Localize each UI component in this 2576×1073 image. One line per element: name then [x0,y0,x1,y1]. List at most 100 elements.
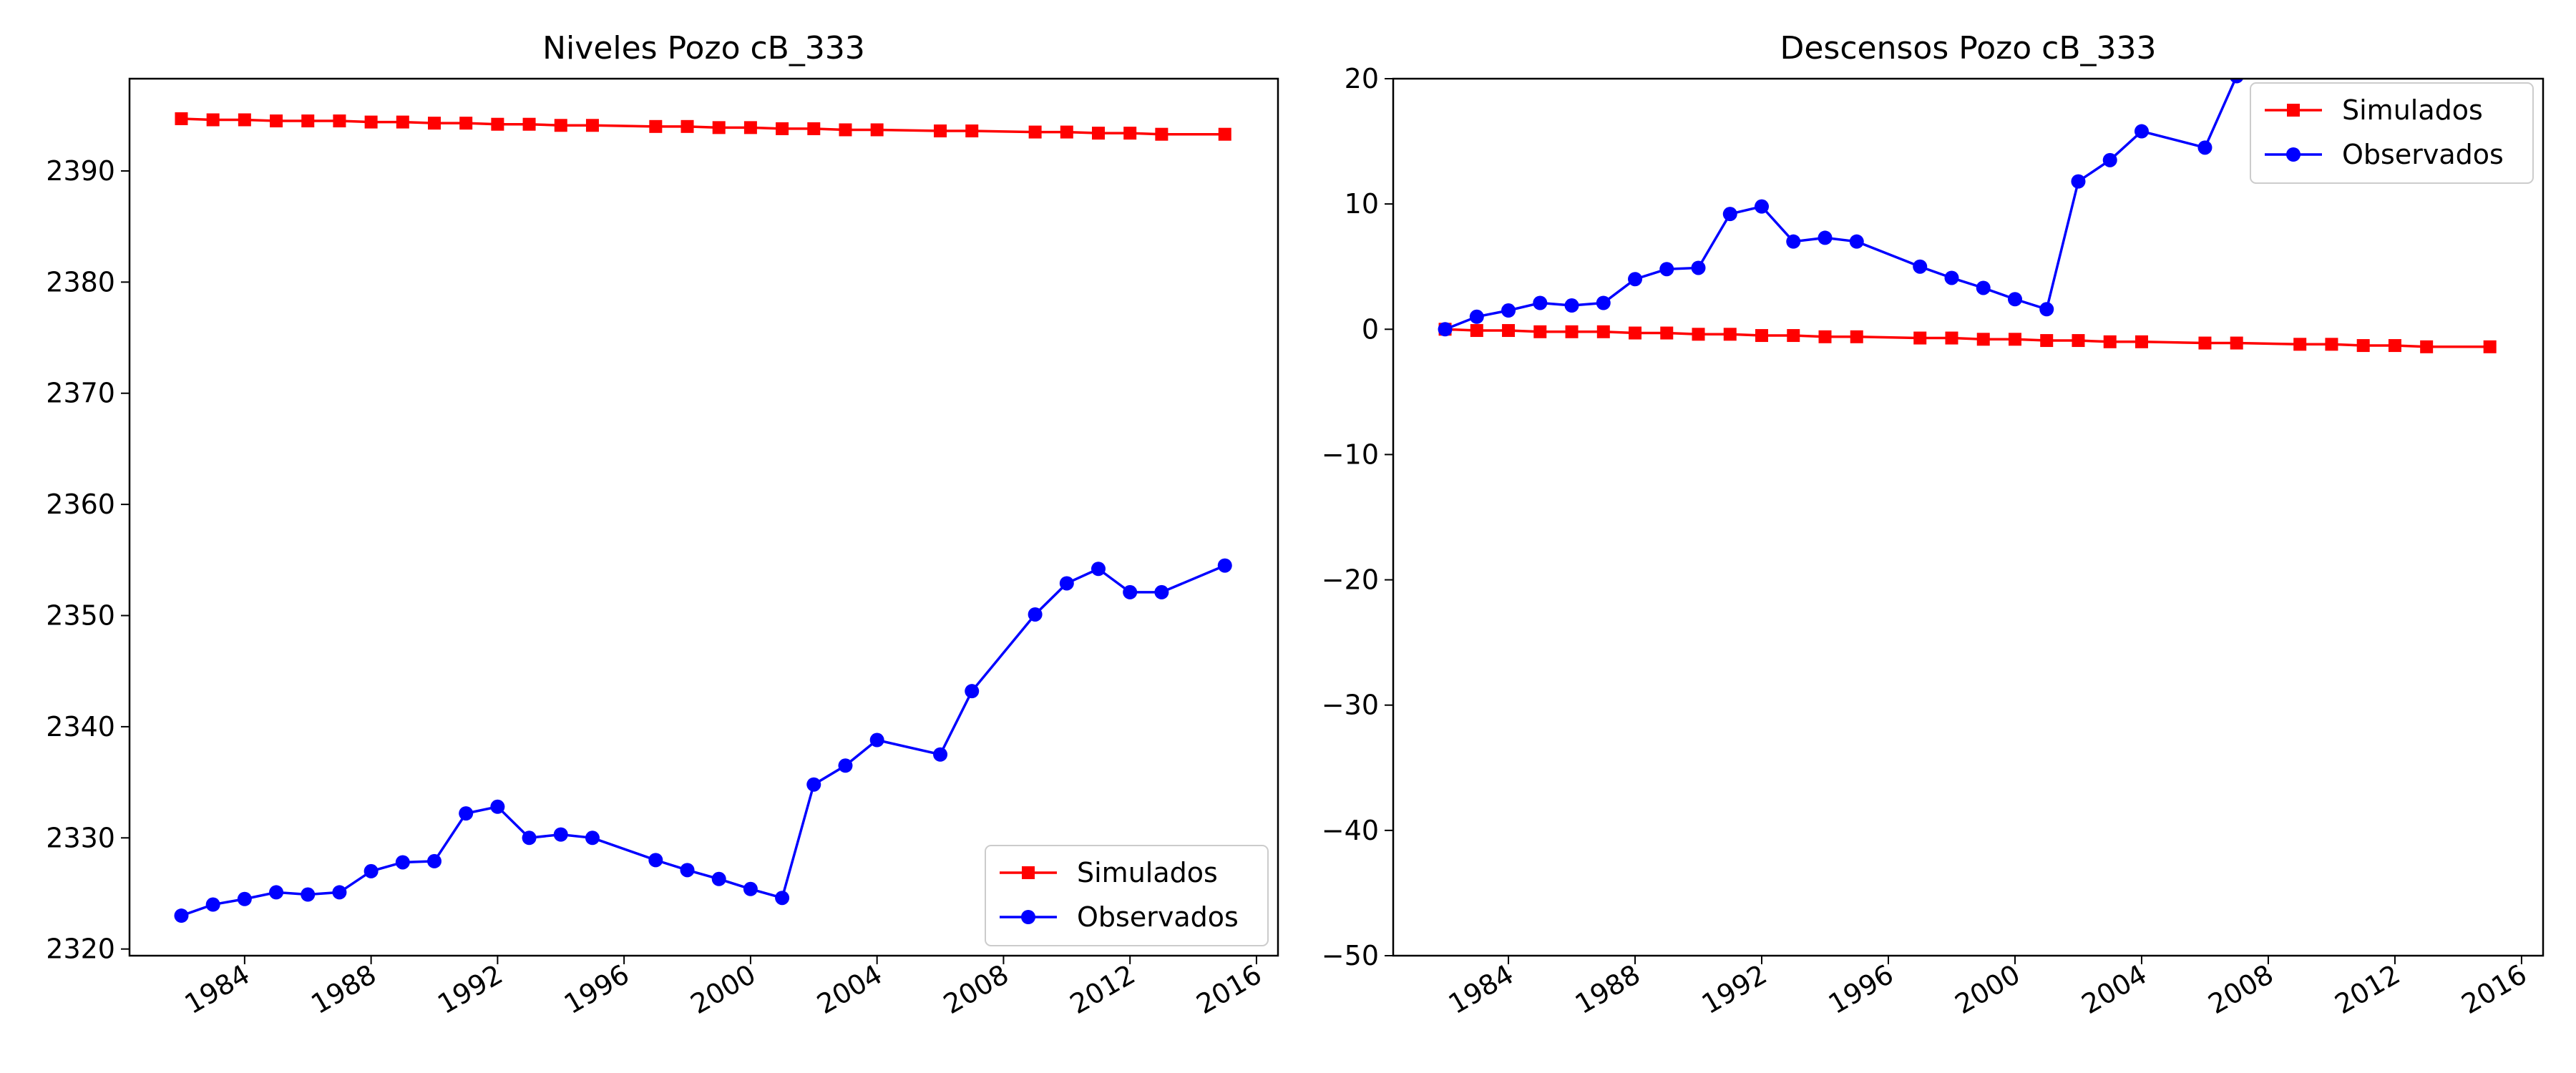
marker [1850,330,1863,343]
marker [237,891,252,906]
marker [1091,127,1105,140]
marker [1218,127,1231,141]
legend-marker [1021,910,1035,924]
marker [1692,328,1705,341]
x-tick-label: 2016 [1191,959,1267,1020]
marker [522,117,536,131]
legend-label: Simulados [1077,857,1218,888]
marker [332,885,347,900]
marker [1155,127,1169,141]
marker [1028,607,1043,622]
marker [1787,329,1800,343]
chart-title: Descensos Pozo cB_333 [1780,30,2156,67]
y-tick-label: −50 [1322,940,1379,971]
marker [1533,325,1547,338]
x-tick-label: 1996 [1823,959,1899,1020]
marker [1849,234,1864,249]
marker [1469,309,1484,324]
legend-label: Observados [1077,901,1239,933]
marker [711,871,726,886]
y-tick-label: 2390 [46,155,115,187]
marker [333,114,346,128]
marker [1659,262,1674,277]
axes-frame [128,77,1279,957]
marker [680,119,694,133]
marker [965,124,979,138]
marker [2102,152,2117,167]
x-tick-label: 1988 [306,959,381,1020]
marker [396,115,409,129]
marker [965,684,980,699]
marker [2071,174,2086,189]
marker [1818,330,1832,343]
marker [839,123,852,137]
marker [1818,230,1833,245]
y-tick-label: 2320 [46,934,115,965]
x-tick-label: 2000 [1950,959,2026,1020]
marker [459,806,474,821]
marker [1123,127,1137,140]
x-tick-label: 1992 [1697,959,1772,1020]
marker [426,853,441,868]
marker [395,855,410,870]
marker [1028,125,1042,139]
marker [1123,584,1138,599]
y-tick-label: −10 [1322,438,1379,470]
marker [554,119,567,132]
marker [585,831,600,846]
marker [775,891,790,906]
marker [205,897,220,912]
legend-marker [2286,147,2301,162]
marker [2293,338,2307,351]
marker [301,887,316,902]
marker [269,885,284,900]
marker [2008,333,2021,346]
marker [1913,331,1927,345]
marker [1691,260,1706,275]
marker [1660,326,1674,340]
y-tick-label: 10 [1345,188,1379,220]
y-tick-label: −30 [1322,690,1379,721]
marker [1060,125,1073,139]
y-tick-label: 0 [1362,313,1379,345]
marker [2197,140,2212,155]
marker [807,122,821,135]
marker [174,908,189,923]
marker [364,863,379,878]
x-tick-label: 2012 [1065,959,1141,1020]
y-tick-label: 2360 [46,489,115,520]
legend: Simulados Observados [2250,82,2534,184]
x-tick-label: 1984 [180,959,255,1020]
legend: Simulados Observados [985,845,1269,946]
marker [2007,292,2022,307]
legend-label: Simulados [2342,94,2483,126]
marker [743,881,758,896]
marker [649,119,663,133]
marker [1564,298,1579,313]
legend-box [2250,82,2534,184]
y-tick-label: 2370 [46,378,115,409]
legend-box [985,845,1269,946]
marker [490,799,505,814]
marker [1629,326,1642,340]
y-tick-label: −20 [1322,564,1379,596]
chart: Descensos Pozo cB_333 −50 −40 −30 −20 −10 0 10 2… [1322,30,2545,1020]
marker [776,122,789,135]
x-tick-label: 1988 [1570,959,1646,1020]
y-tick-label: 2380 [46,266,115,298]
marker [2072,334,2085,348]
marker [1976,280,1991,295]
plot-area [174,112,1232,923]
y-tick-label: 2330 [46,822,115,853]
marker [2134,124,2149,139]
marker [1091,562,1106,577]
x-tick-label: 1996 [559,959,635,1020]
marker [553,827,568,842]
legend-label: Observados [2342,139,2504,170]
marker [2230,336,2243,350]
marker [1565,325,1579,338]
marker [2230,79,2244,84]
marker [270,114,283,128]
marker [206,113,220,127]
